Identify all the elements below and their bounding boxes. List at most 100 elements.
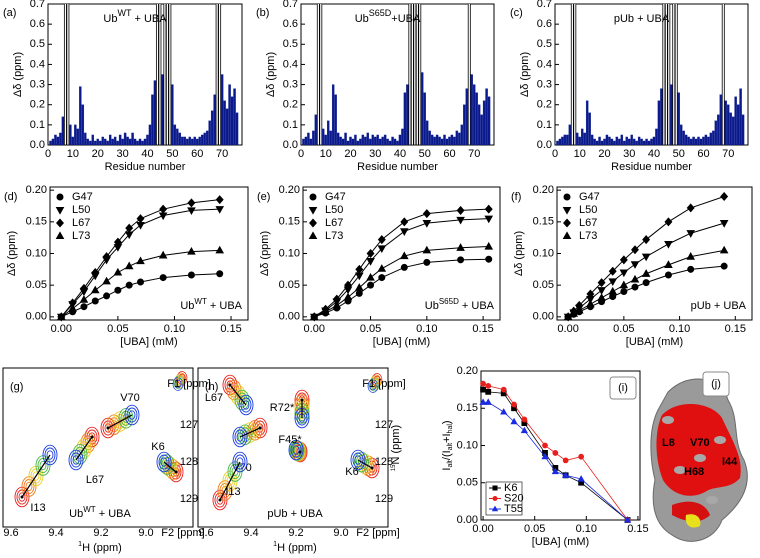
data-point <box>620 288 628 295</box>
text-part: alt <box>447 460 454 467</box>
contour <box>32 471 40 481</box>
x-tick-label: 0.05 <box>107 323 128 335</box>
bar <box>228 84 231 145</box>
bar <box>401 128 404 145</box>
bar <box>640 138 643 145</box>
x-axis-label: [UBA] (mM) <box>120 336 177 348</box>
legend-label: G47 <box>325 191 346 203</box>
contour <box>39 460 47 471</box>
contour <box>110 420 118 430</box>
series-line <box>482 383 628 521</box>
contour <box>108 417 120 433</box>
bar <box>694 138 698 145</box>
bar <box>396 140 399 145</box>
data-point <box>103 292 111 300</box>
shift-arrow <box>219 461 241 501</box>
bar <box>66 4 70 145</box>
bar <box>736 104 740 145</box>
bar <box>561 136 564 145</box>
bar <box>183 136 187 145</box>
y-tick-label: 0.1 <box>537 119 552 131</box>
data-point <box>578 453 585 460</box>
legend-label: L50 <box>325 204 343 216</box>
panel-letter: (a) <box>3 7 16 19</box>
bars <box>49 4 239 145</box>
data-point <box>574 305 584 314</box>
data-point <box>80 303 88 311</box>
y-tick-label: 0.1 <box>283 119 298 131</box>
bar <box>388 140 392 145</box>
bar <box>327 120 330 145</box>
y-tick-label: 0.10 <box>533 247 554 259</box>
x-unit: F2 [ppm] <box>161 527 204 539</box>
contour <box>292 445 300 455</box>
x-axis-label: Residue number <box>357 161 438 173</box>
contour <box>232 387 244 403</box>
peak-label: V70 <box>120 392 140 404</box>
bar <box>637 136 641 145</box>
bar <box>356 140 360 145</box>
data-point <box>343 292 353 301</box>
yellow-patch <box>685 514 701 528</box>
y-tick-label: 0.00 <box>279 311 300 323</box>
bar <box>455 130 459 145</box>
text-part: pUb + UBA <box>691 300 747 312</box>
data-point <box>422 220 432 228</box>
sample-label: UbS65D + UBA <box>425 297 495 312</box>
contour <box>160 457 168 467</box>
bar <box>151 94 154 145</box>
data-point <box>484 204 493 214</box>
bar <box>198 136 201 145</box>
bar <box>141 140 144 145</box>
data-point <box>113 237 122 247</box>
contour <box>122 413 130 423</box>
data-point <box>400 263 408 271</box>
y-tick-label: 0.6 <box>283 18 298 30</box>
x-tick-label: 30 <box>623 148 635 160</box>
y-axis-label: Δδ (ppm) <box>259 231 271 276</box>
bar <box>153 80 157 145</box>
x-tick-label: 0.00 <box>472 523 493 535</box>
legend-label: T55 <box>504 503 523 515</box>
shift-arrow <box>239 427 261 438</box>
bar <box>682 130 685 145</box>
data-point <box>586 289 595 299</box>
bar <box>674 4 678 145</box>
contour <box>236 432 244 442</box>
data-point <box>686 203 695 213</box>
panel-letter: (e) <box>257 191 270 203</box>
bar <box>386 138 389 145</box>
x-tick-label: 9.6 <box>198 527 213 539</box>
text-part: WT <box>83 505 96 514</box>
contour <box>224 377 236 393</box>
data-point <box>642 235 651 245</box>
residue-label: I44 <box>722 456 738 468</box>
y-tick-label: 0.10 <box>26 247 47 259</box>
text-part: 1 <box>78 541 82 548</box>
y-axis-label: Ialt/(Ialt+Ihal) <box>441 420 454 470</box>
bar <box>712 130 715 145</box>
bar <box>126 136 129 145</box>
bar <box>428 130 431 145</box>
peak-label: I13 <box>225 486 240 498</box>
bar <box>465 88 468 145</box>
peak-label: L67 <box>205 392 223 404</box>
bar <box>655 128 658 145</box>
binding-patch <box>672 501 710 522</box>
text-part: Ub <box>180 300 194 312</box>
data-point <box>641 253 651 262</box>
bar <box>86 138 90 145</box>
contour <box>128 410 136 420</box>
bar <box>440 138 444 145</box>
text-part: N (ppm) <box>390 425 402 465</box>
data-point <box>664 271 672 279</box>
legend-marker <box>56 218 64 228</box>
bar <box>435 134 439 145</box>
bar <box>487 96 491 145</box>
text-part: alt <box>447 443 454 450</box>
data-point <box>136 214 145 224</box>
contour <box>226 380 234 390</box>
bar <box>63 4 67 145</box>
y-axis-label: 15N (ppm) <box>390 425 402 471</box>
contour <box>354 455 362 465</box>
